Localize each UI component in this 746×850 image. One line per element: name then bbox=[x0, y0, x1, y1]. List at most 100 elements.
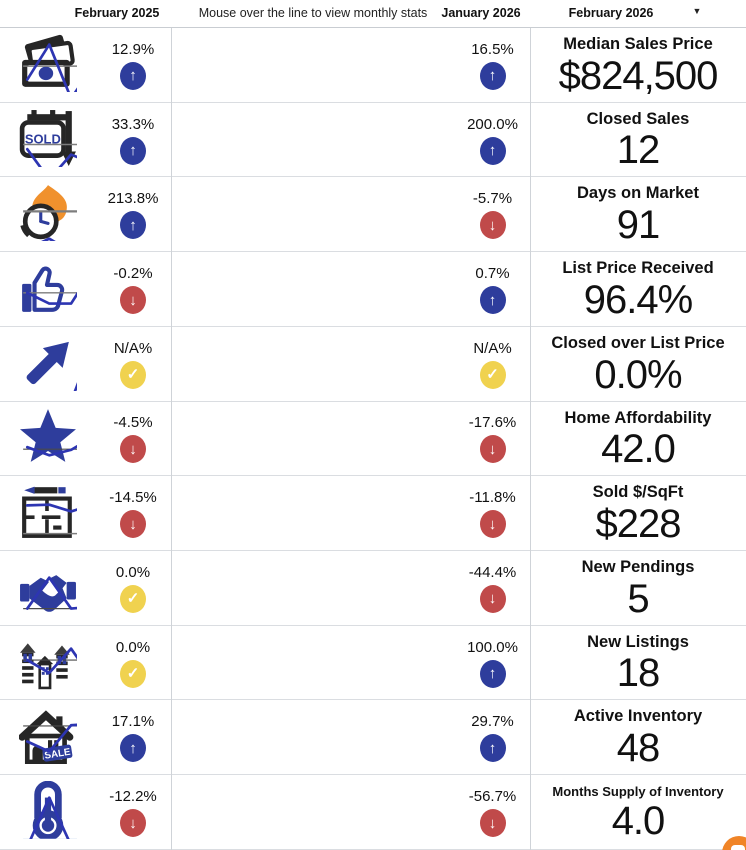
metric-summary: Months Supply of Inventory 4.0 bbox=[530, 775, 746, 842]
metric-title: Closed over List Price bbox=[551, 333, 725, 352]
neutral-check-indicator: ✓ bbox=[479, 360, 506, 389]
yoy-change-cell: 0.0% ✓ bbox=[95, 564, 171, 613]
metric-value: $824,500 bbox=[558, 53, 719, 98]
mom-change-value: N/A% bbox=[473, 339, 512, 357]
mom-change-value: 100.0% bbox=[467, 638, 518, 656]
yoy-change-value: -14.5% bbox=[109, 489, 157, 507]
metric-rows: 12.9% ↑ 16.5% ↑ Median Sales Price $824,… bbox=[0, 28, 746, 850]
up-arrow-indicator: ↑ bbox=[120, 734, 146, 763]
metric-title: Days on Market bbox=[577, 184, 699, 203]
metric-title: New Pendings bbox=[581, 558, 695, 577]
down-arrow-indicator: ↓ bbox=[479, 211, 506, 240]
metric-title: New Listings bbox=[587, 632, 689, 651]
metric-summary: Closed over List Price 0.0% bbox=[530, 327, 746, 395]
caret-down-icon: ▼ bbox=[692, 6, 702, 16]
metric-row: -14.5% ↓ -11.8% ↓ Sold $/SqFt $228 bbox=[0, 476, 746, 552]
metric-title: Months Supply of Inventory bbox=[552, 784, 724, 800]
yoy-change-value: 12.9% bbox=[111, 40, 155, 58]
house-sale-icon: SALE bbox=[17, 706, 292, 769]
metric-value: $228 bbox=[595, 501, 682, 546]
money-icon bbox=[19, 34, 292, 102]
mom-change-cell: 16.5% ↑ bbox=[455, 41, 530, 90]
mom-change-cell: -5.7% ↓ bbox=[455, 190, 530, 240]
yoy-change-value: 213.8% bbox=[107, 190, 159, 208]
header-col-feb2025: February 2025 bbox=[74, 6, 160, 20]
metric-value: 91 bbox=[616, 203, 661, 248]
metric-row: -4.5% ↓ -17.6% ↓ Home Affordability 42.0 bbox=[0, 402, 746, 477]
metric-row: -12.2% ↓ -56.7% ↓ Months Supply of Inven… bbox=[0, 775, 746, 850]
metric-title: Sold $/SqFt bbox=[592, 483, 684, 502]
sparkline-chart[interactable] bbox=[171, 103, 455, 178]
buildings-icon bbox=[19, 632, 292, 695]
yoy-change-value: 33.3% bbox=[111, 115, 155, 133]
down-arrow-indicator: ↓ bbox=[120, 510, 146, 539]
metric-row: -0.2% ↓ 0.7% ↑ List Price Received 96.4% bbox=[0, 252, 746, 327]
down-arrow-indicator: ↓ bbox=[120, 435, 146, 464]
up-arrow-indicator: ↑ bbox=[479, 136, 506, 165]
mom-change-value: -5.7% bbox=[472, 190, 513, 208]
sparkline-chart[interactable] bbox=[171, 700, 455, 775]
up-arrow-indicator: ↑ bbox=[479, 734, 506, 763]
up-arrow-indicator: ↑ bbox=[120, 61, 146, 90]
sparkline-chart[interactable] bbox=[171, 775, 455, 850]
floating-action-button[interactable] bbox=[722, 836, 746, 850]
mom-change-cell: -17.6% ↓ bbox=[455, 414, 530, 464]
mom-change-value: 16.5% bbox=[471, 40, 514, 58]
mom-change-value: -11.8% bbox=[469, 489, 516, 507]
svg-text:SOLD: SOLD bbox=[24, 131, 60, 146]
metric-value: 4.0 bbox=[611, 799, 666, 844]
metric-title: Home Affordability bbox=[564, 408, 712, 427]
sparkline-chart[interactable] bbox=[171, 476, 455, 551]
sparkline-chart[interactable] bbox=[171, 28, 455, 103]
down-arrow-indicator: ↓ bbox=[479, 510, 506, 539]
yoy-change-value: N/A% bbox=[113, 339, 153, 357]
sparkline-chart[interactable] bbox=[171, 252, 455, 327]
yoy-change-cell: 12.9% ↑ bbox=[95, 41, 171, 90]
metric-summary: Active Inventory 48 bbox=[530, 700, 746, 768]
summary-panel-divider bbox=[530, 28, 531, 850]
metric-summary: Days on Market 91 bbox=[530, 177, 746, 245]
thermometer-icon bbox=[19, 780, 292, 850]
mom-change-cell: 0.7% ↑ bbox=[455, 265, 530, 315]
report-month-dropdown[interactable]: February 2026 ▼ bbox=[534, 0, 734, 28]
mom-change-value: 29.7% bbox=[471, 713, 514, 731]
metric-value: 12 bbox=[616, 128, 661, 173]
mom-change-cell: 100.0% ↑ bbox=[455, 639, 530, 688]
up-arrow-indicator: ↑ bbox=[479, 659, 506, 688]
mom-change-value: 200.0% bbox=[467, 115, 518, 133]
stopwatch-flame-icon bbox=[19, 183, 292, 256]
yoy-change-cell: -14.5% ↓ bbox=[95, 489, 171, 539]
header-hint: Mouse over the line to view monthly stat… bbox=[198, 6, 428, 20]
yoy-change-value: 0.0% bbox=[115, 638, 151, 656]
up-arrow-indicator: ↑ bbox=[120, 211, 146, 240]
sparkline-chart[interactable] bbox=[171, 626, 455, 701]
sparkline-chart[interactable] bbox=[171, 327, 455, 402]
mom-change-cell: -44.4% ↓ bbox=[455, 564, 530, 613]
metric-summary: New Pendings 5 bbox=[530, 551, 746, 619]
up-arrow-indicator: ↑ bbox=[479, 286, 506, 315]
mom-change-value: -17.6% bbox=[468, 414, 517, 432]
neutral-check-indicator: ✓ bbox=[120, 659, 146, 688]
mom-change-cell: 29.7% ↑ bbox=[455, 713, 530, 763]
metric-row: SOLD 33.3% ↑ 200.0% ↑ Closed Sales 12 bbox=[0, 103, 746, 181]
yoy-change-cell: -4.5% ↓ bbox=[95, 414, 171, 464]
thumbs-up-icon bbox=[19, 258, 292, 321]
yoy-change-cell: N/A% ✓ bbox=[95, 340, 171, 389]
yoy-change-value: 17.1% bbox=[111, 713, 155, 731]
sparkline-chart[interactable] bbox=[171, 551, 455, 626]
yoy-change-value: 0.0% bbox=[115, 563, 151, 581]
down-arrow-indicator: ↓ bbox=[479, 584, 506, 613]
yoy-change-cell: 213.8% ↑ bbox=[95, 190, 171, 240]
sparkline-chart[interactable] bbox=[171, 402, 455, 477]
metric-summary: Home Affordability 42.0 bbox=[530, 402, 746, 470]
mom-change-value: -56.7% bbox=[468, 788, 517, 806]
yoy-change-value: -12.2% bbox=[109, 788, 157, 806]
header-col-jan2026: January 2026 bbox=[441, 6, 521, 20]
handshake-icon bbox=[19, 557, 292, 623]
metric-value: 96.4% bbox=[583, 277, 693, 322]
neutral-check-indicator: ✓ bbox=[120, 360, 146, 389]
up-arrow-indicator: ↑ bbox=[479, 61, 506, 90]
sold-sign-icon: SOLD bbox=[19, 109, 292, 181]
sparkline-chart[interactable] bbox=[171, 177, 455, 252]
